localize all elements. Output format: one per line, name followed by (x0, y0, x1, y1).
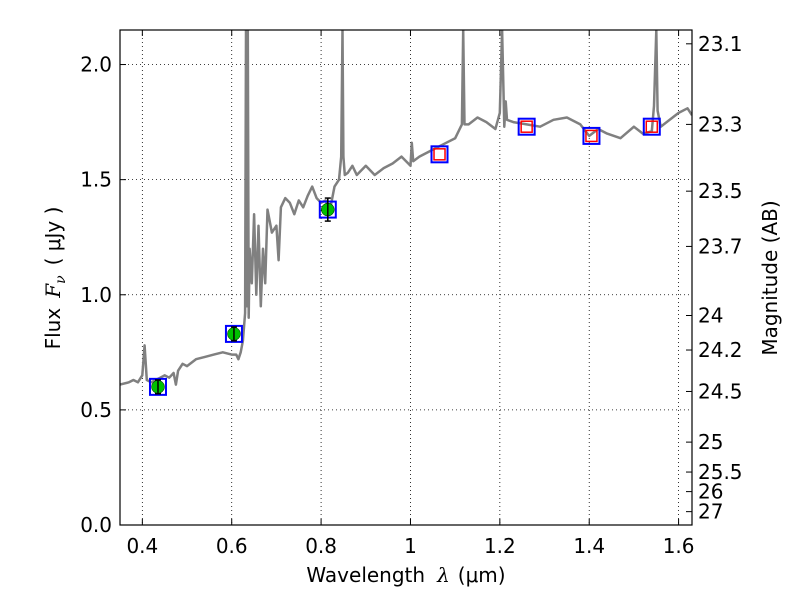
y2-tick-label: 23.3 (698, 112, 743, 136)
x-tick-label: 0.8 (305, 534, 337, 558)
upper-limit-box (645, 120, 659, 133)
model-flux-box (517, 117, 536, 136)
model-flux-box (430, 145, 449, 164)
y-tick-label: 2.0 (80, 53, 112, 77)
y2-tick-label: 24 (698, 303, 723, 327)
y2-tick-label: 25 (698, 430, 723, 454)
model-flux-box (582, 126, 601, 145)
y-tick-label: 1.5 (80, 168, 112, 192)
y2-axis-label: Magnitude (AB) (758, 200, 782, 355)
y2-tick-label: 27 (698, 500, 723, 524)
y-axis-label: FluxFν( μJy ) (41, 207, 69, 350)
upper-limit-box (520, 120, 533, 133)
y2-tick-label: 25.5 (698, 460, 743, 484)
model-flux-box (224, 324, 243, 343)
x-axis: 0.4 0.6 0.8 1 1.2 1.4 1.6 (126, 30, 695, 558)
model-flux-box (148, 377, 167, 396)
y-tick-label: 1.0 (80, 283, 112, 307)
data-points (148, 117, 661, 396)
x-tick-label: 1.6 (663, 534, 695, 558)
x-tick-label: 1 (404, 534, 417, 558)
y-axis: 0.0 0.5 1.0 1.5 2.0 (80, 53, 126, 537)
y2-tick-label: 24.5 (698, 379, 743, 403)
y2-tick-label: 23.5 (698, 179, 743, 203)
x-axis-label: Wavelength λ (μm) (306, 563, 505, 587)
y-tick-label: 0.0 (80, 513, 112, 537)
upper-limit-box (433, 148, 446, 161)
y2-tick-label: 26 (698, 480, 723, 504)
upper-limit-box (585, 129, 598, 143)
y2-tick-label: 24.2 (698, 338, 743, 362)
x-tick-label: 1.4 (573, 534, 605, 558)
spectrum-line (120, 30, 692, 386)
plot-frame (119, 29, 693, 526)
y2-tick-label: 23.1 (698, 32, 743, 56)
model-flux-box (642, 117, 661, 136)
x-tick-label: 0.4 (126, 534, 158, 558)
x-tick-label: 0.6 (216, 534, 248, 558)
y2-tick-label: 23.7 (698, 234, 743, 258)
y-tick-label: 0.5 (80, 398, 112, 422)
x-tick-label: 1.2 (484, 534, 516, 558)
